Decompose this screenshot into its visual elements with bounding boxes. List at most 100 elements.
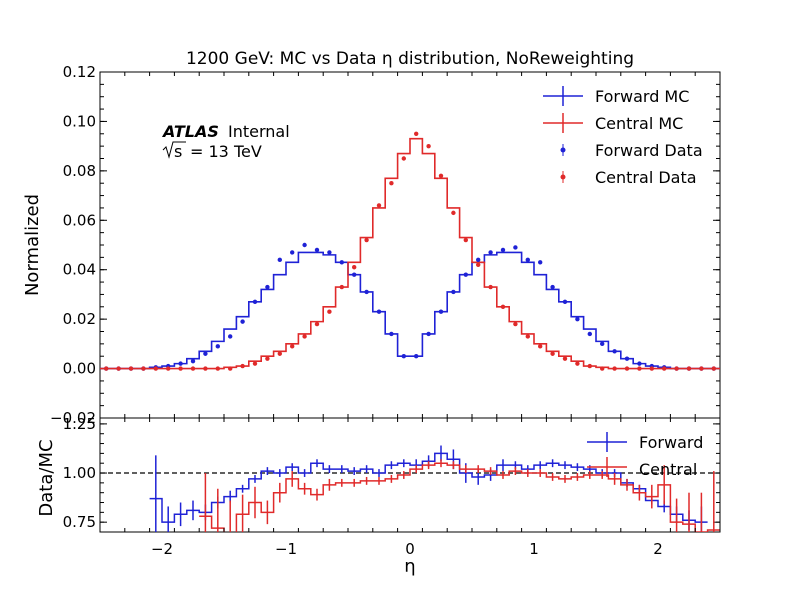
bottom-panel-frame xyxy=(99,417,721,533)
data-point-central-data xyxy=(252,361,258,366)
data-point-central-data xyxy=(240,363,245,369)
data-point-forward-data xyxy=(538,260,543,265)
legend-entry-forward-mc: Forward MC xyxy=(543,86,689,106)
x-tick-label: 2 xyxy=(653,540,663,558)
legend-entry-forward-data: Forward Data xyxy=(560,141,703,160)
y-tick-label: 0.04 xyxy=(63,261,96,279)
data-point-forward-data xyxy=(376,309,382,314)
data-point-central-data xyxy=(662,366,667,371)
data-point-central-data xyxy=(178,366,183,371)
data-point-central-data xyxy=(426,143,431,149)
data-point-central-data xyxy=(637,366,642,371)
bottom-series-group xyxy=(149,445,720,532)
y-tick-label: 0.08 xyxy=(63,162,96,180)
data-point-central-data xyxy=(488,284,493,290)
top-series-group xyxy=(100,131,720,371)
legend-entry-central-data: Central Data xyxy=(560,168,697,187)
data-point-forward-data xyxy=(364,289,369,295)
data-point-central-data xyxy=(674,366,679,371)
data-point-forward-data xyxy=(587,331,592,337)
bottom-y-axis-label: Data/MC xyxy=(36,439,57,516)
data-point-forward-data xyxy=(525,257,530,263)
data-point-forward-data xyxy=(500,247,506,253)
data-point-central-data xyxy=(525,334,530,339)
data-point-central-data xyxy=(302,334,307,339)
legend-entry-forward: Forward xyxy=(580,432,710,452)
data-point-central-data xyxy=(228,366,233,371)
chart-title: 1200 GeV: MC vs Data η distribution, NoR… xyxy=(186,49,634,69)
data-point-central-data xyxy=(190,366,196,371)
data-point-forward-data xyxy=(463,272,468,277)
data-point-central-data xyxy=(290,344,295,349)
data-point-forward-data xyxy=(414,354,419,359)
x-tick-label: 0 xyxy=(405,540,415,558)
data-point-central-data xyxy=(401,156,406,161)
data-point-forward-data xyxy=(562,299,568,305)
legend-entry-central: Central xyxy=(587,457,697,479)
data-point-forward-data xyxy=(451,289,456,295)
data-point-central-data xyxy=(128,366,134,371)
data-point-forward-data xyxy=(327,250,332,255)
data-point-forward-data xyxy=(488,250,493,255)
data-point-central-data xyxy=(686,366,692,371)
x-tick-label: −2 xyxy=(151,540,173,558)
data-point-forward-data xyxy=(637,361,642,366)
data-point-central-data xyxy=(327,309,332,314)
data-point-central-data xyxy=(550,351,555,356)
data-point-central-data xyxy=(339,284,344,290)
data-point-central-data xyxy=(116,366,121,371)
data-point-forward-data xyxy=(624,356,630,361)
data-point-forward-data xyxy=(426,331,431,337)
data-point-forward-data xyxy=(190,358,196,364)
y-tick-label: 0.06 xyxy=(63,211,96,229)
data-point-central-data xyxy=(649,366,654,371)
y-tick-label: −0.02 xyxy=(50,409,96,427)
data-point-central-data xyxy=(575,361,580,366)
data-point-forward-data xyxy=(265,284,270,290)
data-point-forward-data xyxy=(352,272,357,277)
atlas-label: ATLAS Internal s = 13 TeV xyxy=(161,122,290,161)
data-point-forward-data xyxy=(240,319,245,324)
x-axis-label: η xyxy=(404,556,415,577)
data-point-central-data xyxy=(352,265,357,270)
data-point-forward-data xyxy=(228,334,233,339)
data-point-central-data xyxy=(215,366,220,371)
data-point-forward-data xyxy=(215,344,220,349)
legend-label-forward-mc: Forward MC xyxy=(595,87,689,106)
data-point-forward-data xyxy=(339,260,344,265)
data-point-central-data xyxy=(364,237,369,243)
data-point-forward-data xyxy=(203,351,208,356)
data-point-central-data xyxy=(166,366,171,371)
ratio-series-clip xyxy=(149,445,720,532)
ratio-tick-label: 1.00 xyxy=(63,464,96,482)
data-point-forward-data xyxy=(314,247,320,253)
data-point-forward-data xyxy=(612,349,617,354)
data-point-forward-data xyxy=(252,299,258,305)
data-point-central-data xyxy=(277,351,282,356)
data-point-central-data xyxy=(314,321,320,327)
legend-label-central-data: Central Data xyxy=(595,168,697,187)
data-point-forward-data xyxy=(401,354,406,359)
bottom-panel: 0.75 1.00 1.25 Data/MC Forward Central xyxy=(36,415,721,533)
data-point-central-data xyxy=(203,366,208,371)
data-point-central-data xyxy=(587,363,592,369)
data-point-central-data xyxy=(438,173,444,178)
data-point-central-data xyxy=(500,304,506,309)
energy-label: = 13 TeV xyxy=(190,142,262,161)
data-point-central-data xyxy=(538,344,543,349)
data-point-central-data xyxy=(600,366,605,371)
data-point-central-data xyxy=(451,210,456,216)
data-point-forward-data xyxy=(438,309,444,314)
data-point-forward-data xyxy=(513,245,518,250)
data-point-central-data xyxy=(513,321,518,327)
y-tick-label: 0.10 xyxy=(63,112,96,130)
ratio-tick-label: 0.75 xyxy=(63,513,96,531)
legend-label-central-mc: Central MC xyxy=(595,114,683,133)
data-point-central-data xyxy=(141,366,146,371)
legend-label-forward: Forward xyxy=(639,433,703,452)
y-tick-label: 0.12 xyxy=(63,63,96,81)
top-panel: −0.02 0.00 0.02 0.04 0.06 0.08 0.10 0.12 Normal… xyxy=(22,63,721,427)
data-point-central-data xyxy=(711,366,716,371)
y-tick-label: 0.02 xyxy=(63,310,96,328)
